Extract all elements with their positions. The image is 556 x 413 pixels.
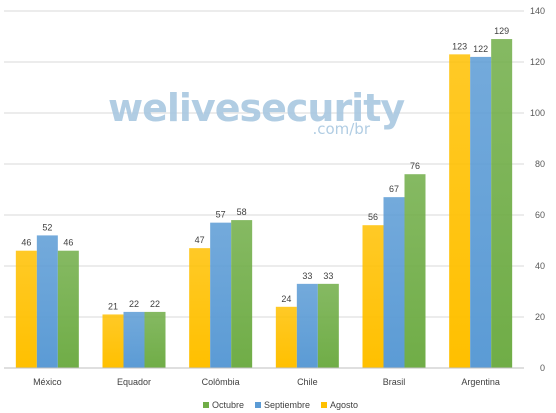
gridlines xyxy=(4,10,524,318)
axes: 0 20 40 60 80 100 120 140 México Equador Colômbia C… xyxy=(4,6,545,387)
data-label: 33 xyxy=(323,271,333,281)
bar-septiembre-2 xyxy=(210,222,232,368)
legend-label: Septiembre xyxy=(264,400,311,410)
data-label: 58 xyxy=(237,207,247,217)
data-label: 52 xyxy=(42,222,52,232)
bar-octubre-4 xyxy=(404,174,426,368)
bar-agosto-3 xyxy=(275,306,297,368)
bar-octubre-2 xyxy=(231,220,253,368)
legend-label: Agosto xyxy=(330,400,359,410)
data-label: 24 xyxy=(281,294,291,304)
bar-octubre-0 xyxy=(57,250,79,368)
bar-septiembre-1 xyxy=(123,311,145,368)
data-label: 33 xyxy=(302,271,312,281)
bar-septiembre-0 xyxy=(36,235,58,368)
y-tick-label: 40 xyxy=(535,261,545,271)
x-tick-label: Colômbia xyxy=(202,377,240,387)
y-tick-label: 20 xyxy=(535,312,545,322)
bar-agosto-2 xyxy=(189,248,211,368)
legend-label: Octubre xyxy=(212,400,245,410)
legend-swatch xyxy=(203,402,209,408)
x-tick-label: Equador xyxy=(117,377,151,387)
data-label: 57 xyxy=(216,210,226,220)
data-label: 21 xyxy=(108,301,118,311)
legend-swatch xyxy=(321,402,327,408)
y-tick-label: 100 xyxy=(530,108,545,118)
x-tick-label: Argentina xyxy=(461,377,500,387)
watermark-domain: .com/br xyxy=(312,120,370,138)
data-label: 22 xyxy=(129,299,139,309)
bar-agosto-0 xyxy=(15,250,37,368)
data-label: 22 xyxy=(150,299,160,309)
data-labels: 46 52 46 21 22 22 47 57 58 24 33 33 56 67 76 123 122 129 xyxy=(21,26,509,311)
bar-octubre-5 xyxy=(491,39,513,369)
y-tick-label: 80 xyxy=(535,159,545,169)
data-label: 129 xyxy=(494,26,509,36)
x-tick-label: Chile xyxy=(297,377,318,387)
chart-legend: Octubre Septiembre Agosto xyxy=(0,398,556,412)
legend-item-agosto: Agosto xyxy=(321,398,358,412)
y-tick-label: 0 xyxy=(540,363,545,373)
data-label: 56 xyxy=(368,212,378,222)
x-tick-label: México xyxy=(33,377,62,387)
x-tick-label: Brasil xyxy=(383,377,406,387)
y-tick-label: 120 xyxy=(530,57,545,67)
bar-agosto-1 xyxy=(102,314,124,368)
y-tick-label: 60 xyxy=(535,210,545,220)
bar-septiembre-4 xyxy=(383,197,405,368)
data-label: 46 xyxy=(63,238,73,248)
bar-agosto-4 xyxy=(362,225,384,368)
legend-item-octubre: Octubre xyxy=(203,398,244,412)
bars xyxy=(15,39,513,369)
data-label: 76 xyxy=(410,161,420,171)
bar-octubre-1 xyxy=(144,311,166,368)
bar-septiembre-3 xyxy=(296,283,318,368)
data-label: 122 xyxy=(473,44,488,54)
bar-septiembre-5 xyxy=(470,56,492,369)
y-tick-label: 140 xyxy=(530,6,545,16)
data-label: 123 xyxy=(452,41,467,51)
bar-octubre-3 xyxy=(317,283,339,368)
bar-agosto-5 xyxy=(449,54,471,368)
data-label: 67 xyxy=(389,184,399,194)
watermark-brand: welivesecurity xyxy=(108,86,405,130)
watermark-logo: welivesecurity .com/br xyxy=(108,86,405,144)
legend-item-septiembre: Septiembre xyxy=(255,398,310,412)
data-label: 46 xyxy=(21,238,31,248)
legend-swatch xyxy=(255,402,261,408)
data-label: 47 xyxy=(195,235,205,245)
